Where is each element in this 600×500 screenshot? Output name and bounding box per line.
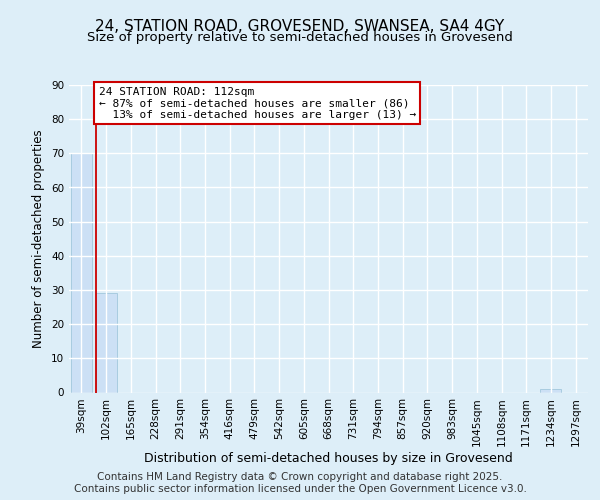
Y-axis label: Number of semi-detached properties: Number of semi-detached properties [32, 130, 46, 348]
Bar [71, 154, 92, 392]
Bar [95, 294, 116, 392]
Text: Size of property relative to semi-detached houses in Grovesend: Size of property relative to semi-detach… [87, 32, 513, 44]
Bar [541, 389, 562, 392]
Text: 24, STATION ROAD, GROVESEND, SWANSEA, SA4 4GY: 24, STATION ROAD, GROVESEND, SWANSEA, SA… [95, 19, 505, 34]
Text: Contains HM Land Registry data © Crown copyright and database right 2025.
Contai: Contains HM Land Registry data © Crown c… [74, 472, 526, 494]
X-axis label: Distribution of semi-detached houses by size in Grovesend: Distribution of semi-detached houses by … [144, 452, 513, 464]
Text: 24 STATION ROAD: 112sqm
← 87% of semi-detached houses are smaller (86)
  13% of : 24 STATION ROAD: 112sqm ← 87% of semi-de… [98, 86, 416, 120]
